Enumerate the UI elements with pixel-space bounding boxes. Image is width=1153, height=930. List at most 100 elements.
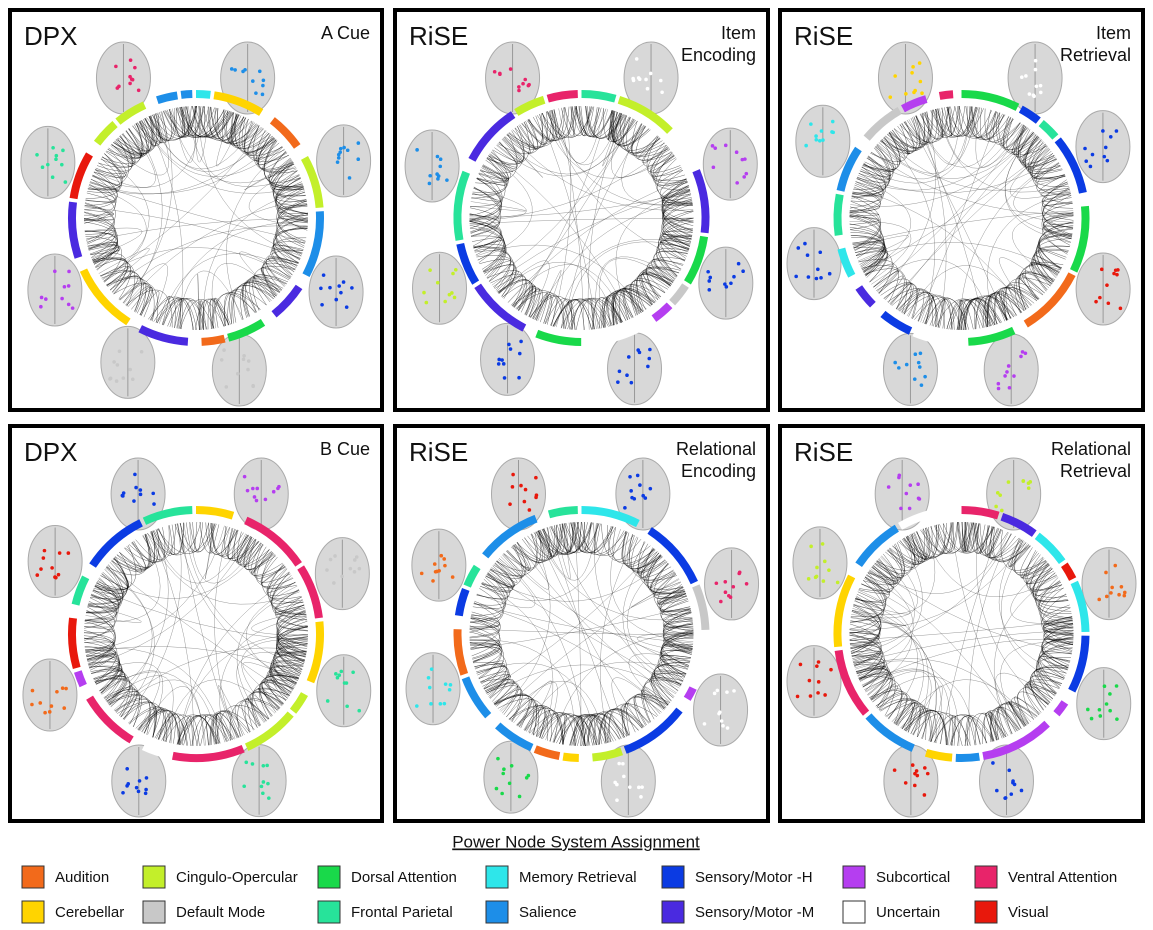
brain-node [1122, 593, 1127, 598]
chord [1008, 538, 1031, 567]
brain-node [893, 74, 897, 78]
panel: DPX A Cue [8, 8, 384, 412]
chord [536, 531, 643, 729]
brain-node [721, 724, 725, 728]
chord [1039, 225, 1074, 271]
brain-node [1109, 591, 1113, 595]
brain-node [257, 69, 262, 74]
chord [205, 716, 210, 746]
brain-node [638, 483, 642, 487]
chord [217, 108, 257, 144]
chord [139, 291, 160, 321]
chord [233, 529, 270, 566]
chord [232, 114, 259, 146]
chord [87, 578, 121, 608]
brain-node [114, 64, 118, 69]
brain-node [345, 704, 349, 709]
brain-node [904, 491, 909, 496]
chord [622, 115, 663, 154]
chord [122, 702, 157, 738]
chord [479, 259, 515, 294]
brain-node [925, 771, 930, 776]
chord [537, 713, 598, 746]
chord [880, 132, 906, 159]
chord [156, 712, 174, 743]
brain-node [138, 492, 143, 497]
ring-segment [306, 621, 324, 684]
chord [627, 559, 683, 683]
brain-node [1089, 716, 1094, 721]
chord [523, 115, 545, 146]
chord [196, 714, 233, 747]
brain-node [356, 157, 361, 162]
chord [270, 643, 308, 699]
brain-node [631, 76, 635, 81]
ring-segment [1070, 205, 1090, 273]
chord [113, 530, 155, 570]
chord [1025, 134, 1066, 178]
chord [989, 711, 1004, 741]
brain-node [47, 710, 52, 714]
chords [849, 105, 1074, 331]
chord [87, 162, 121, 193]
brain-node [707, 288, 712, 292]
chord [662, 632, 694, 668]
brain [786, 645, 842, 719]
chord [865, 553, 899, 585]
ring-segment [834, 649, 870, 716]
chord [660, 228, 694, 261]
brain-node [1006, 364, 1011, 368]
brain-node [1011, 779, 1015, 783]
chord [924, 298, 967, 330]
chord [662, 644, 694, 666]
brain-node [835, 580, 840, 585]
brain-node [904, 362, 909, 367]
brain-node [437, 569, 441, 573]
chord [111, 112, 160, 155]
chord [852, 178, 883, 196]
brain [607, 332, 663, 406]
brain-node [435, 154, 440, 159]
chord [113, 115, 155, 154]
ring-segment [547, 506, 578, 519]
chord [179, 106, 204, 137]
chord [570, 715, 599, 746]
chord [494, 695, 537, 736]
chord [1042, 193, 1074, 221]
chord [850, 132, 1034, 207]
brain-node [914, 769, 919, 773]
chord [116, 528, 160, 568]
chord [116, 545, 142, 573]
brain-node [115, 363, 120, 367]
brain-node [1086, 707, 1090, 712]
chord [543, 522, 576, 554]
brain-node [1114, 129, 1119, 133]
chord [258, 138, 287, 166]
brain-node [708, 275, 713, 280]
brain-node [517, 794, 522, 799]
chord [643, 677, 684, 720]
brain-node [351, 670, 355, 675]
chord [489, 664, 677, 698]
brain-node [1113, 563, 1118, 568]
chord [990, 703, 1038, 743]
brain-node [442, 701, 447, 706]
chord [921, 529, 1058, 597]
brain-node [134, 785, 139, 790]
ring-segment [195, 506, 235, 520]
brain-node [260, 92, 265, 97]
chord [1014, 272, 1056, 313]
chord [988, 293, 1018, 327]
chord [94, 562, 128, 593]
chord [181, 715, 193, 746]
chord [853, 630, 1074, 665]
brain-node [827, 271, 832, 276]
chord [508, 705, 563, 745]
chord [1004, 132, 1071, 243]
brain-node [809, 122, 813, 126]
brain-node [632, 497, 637, 501]
chord [493, 689, 522, 718]
chord [986, 109, 1005, 141]
ring-segment [482, 514, 538, 559]
brain-node [1114, 684, 1119, 688]
